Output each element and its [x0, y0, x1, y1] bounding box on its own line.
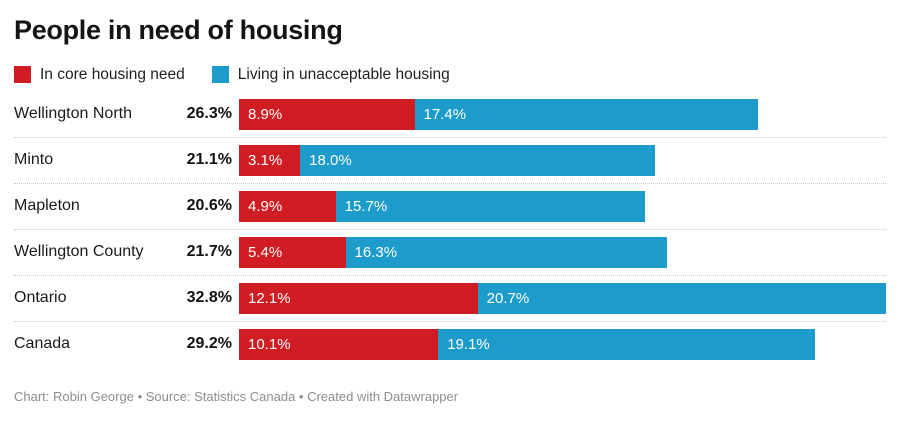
bar-value-core-need: 8.9% [248, 105, 283, 123]
bar-row: Wellington North 26.3% 8.9% 17.4% [14, 92, 886, 138]
row-total: 26.3% [186, 105, 232, 123]
row-total: 21.7% [186, 243, 232, 261]
bar-row: Canada 29.2% 10.1% 19.1% [14, 322, 886, 367]
bar-segment-core-need[interactable]: 4.9% [239, 190, 336, 222]
legend-swatch-red [14, 66, 31, 84]
bar-row: Mapleton 20.6% 4.9% 15.7% [14, 184, 886, 230]
chart-title: People in need of housing [14, 15, 343, 45]
row-label: Minto [14, 151, 54, 169]
row-label: Wellington County [14, 243, 144, 261]
bar-value-unacceptable: 17.4% [423, 105, 467, 123]
bar-value-core-need: 4.9% [248, 197, 283, 215]
bar-row: Wellington County 21.7% 5.4% 16.3% [14, 230, 886, 276]
bar-value-unacceptable: 15.7% [344, 197, 388, 215]
bar-segment-unacceptable[interactable]: 15.7% [335, 190, 646, 222]
row-total: 29.2% [186, 335, 232, 353]
row-label: Ontario [14, 289, 67, 307]
row-total: 20.6% [186, 197, 232, 215]
bar-value-unacceptable: 20.7% [486, 289, 530, 307]
bar-segment-unacceptable[interactable]: 20.7% [477, 282, 886, 314]
row-label: Mapleton [14, 197, 80, 215]
bar-row: Minto 21.1% 3.1% 18.0% [14, 138, 886, 184]
bar-track: 8.9% 17.4% [239, 98, 886, 130]
row-total: 32.8% [186, 289, 232, 307]
bar-track: 4.9% 15.7% [239, 190, 886, 222]
chart-footer: Chart: Robin George • Source: Statistics… [14, 388, 459, 404]
bar-value-unacceptable: 16.3% [354, 243, 398, 261]
bar-segment-core-need[interactable]: 3.1% [239, 144, 301, 176]
bar-segment-unacceptable[interactable]: 17.4% [414, 98, 758, 130]
legend-swatch-blue [211, 66, 229, 84]
row-label: Canada [14, 335, 71, 353]
bar-segment-unacceptable[interactable]: 18.0% [300, 144, 656, 176]
bar-value-core-need: 12.1% [248, 289, 291, 307]
bar-track: 3.1% 18.0% [239, 144, 886, 176]
legend-item-core-need: In core housing need [14, 66, 185, 84]
bar-segment-core-need[interactable]: 5.4% [239, 236, 346, 268]
bar-row: Ontario 32.8% 12.1% 20.7% [14, 276, 886, 322]
bar-track: 5.4% 16.3% [239, 236, 886, 268]
bar-segment-unacceptable[interactable]: 19.1% [438, 328, 815, 360]
bar-value-core-need: 3.1% [248, 151, 283, 169]
bar-value-unacceptable: 19.1% [447, 335, 490, 353]
bar-value-core-need: 10.1% [248, 335, 291, 353]
bar-segment-core-need[interactable]: 8.9% [239, 98, 415, 130]
legend-label-unacceptable: Living in unacceptable housing [237, 65, 450, 83]
legend-item-unacceptable: Living in unacceptable housing [211, 65, 450, 84]
bar-track: 12.1% 20.7% [239, 282, 886, 314]
row-label: Wellington North [14, 105, 132, 123]
bar-segment-unacceptable[interactable]: 16.3% [345, 236, 668, 268]
legend: In core housing need Living in unaccepta… [14, 65, 886, 85]
bar-segment-core-need[interactable]: 10.1% [239, 328, 439, 360]
bar-rows: Wellington North 26.3% 8.9% 17.4% Minto … [14, 92, 886, 367]
row-total: 21.1% [186, 151, 232, 169]
bar-track: 10.1% 19.1% [239, 328, 886, 360]
bar-value-unacceptable: 18.0% [309, 151, 352, 169]
bar-value-core-need: 5.4% [248, 243, 283, 261]
bar-segment-core-need[interactable]: 12.1% [239, 282, 478, 314]
legend-label-core-need: In core housing need [40, 65, 185, 83]
